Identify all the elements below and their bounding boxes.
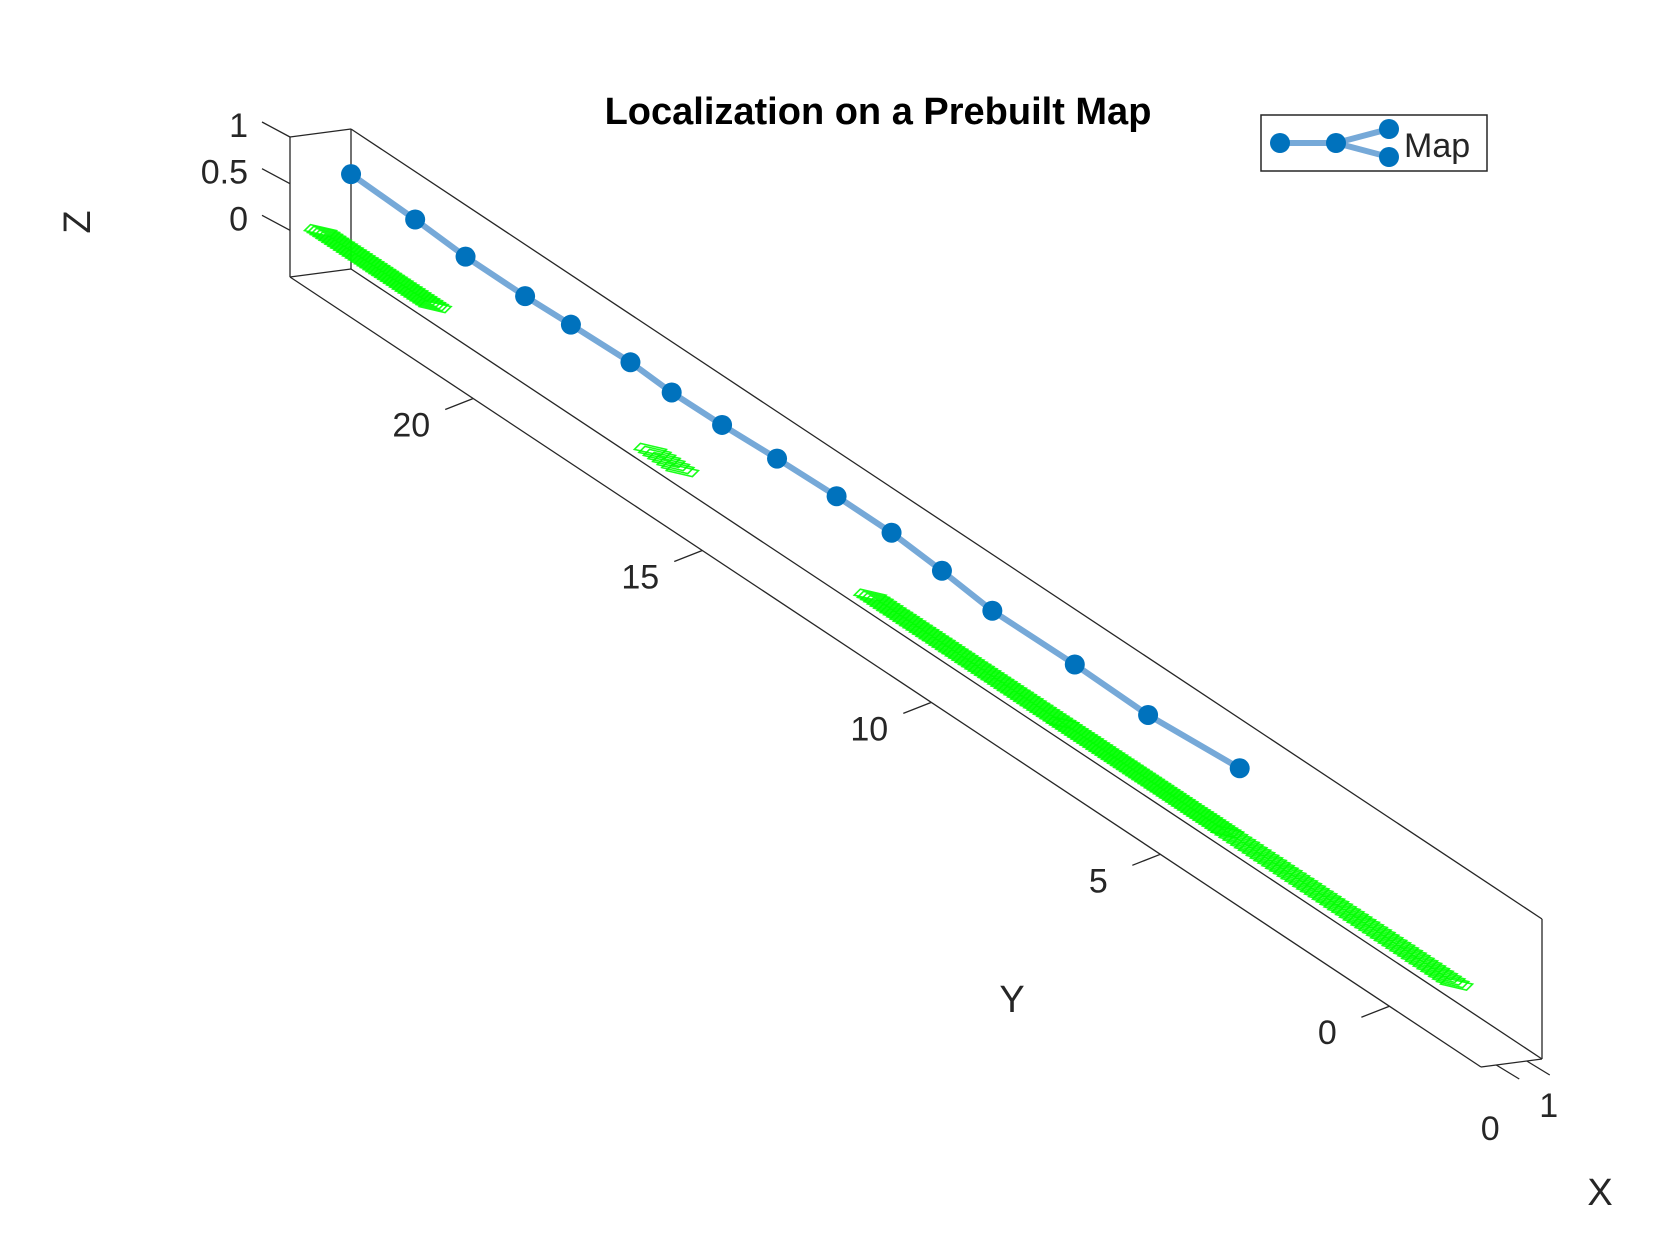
camera-pose: [632, 442, 668, 457]
camera-pose: [1299, 884, 1335, 899]
map-edge: [1071, 661, 1152, 718]
y-tick-label: 0: [1318, 1014, 1337, 1052]
camera-pose: [1361, 925, 1397, 940]
map-edge: [1145, 711, 1243, 772]
y-tick: [1361, 1005, 1390, 1018]
box-edge: [289, 276, 1482, 1068]
y-tick-label: 15: [621, 558, 659, 596]
camera-pose: [1376, 936, 1413, 950]
camera-pose-series: [302, 223, 1475, 991]
map-edge: [462, 253, 529, 300]
map-node: [515, 286, 536, 307]
map-series: [341, 164, 1250, 779]
map-node: [341, 164, 362, 185]
camera-pose: [302, 223, 339, 238]
box-edge: [350, 268, 1543, 1060]
map-node: [620, 352, 641, 373]
map-edge: [412, 216, 469, 260]
camera-pose: [1252, 853, 1288, 868]
map-node: [767, 448, 788, 469]
box-edge: [1480, 1058, 1543, 1068]
map-edge: [567, 321, 634, 366]
z-tick-label: 0.5: [201, 154, 248, 192]
camera-pose: [1392, 946, 1428, 961]
z-tick-label: 0: [229, 200, 248, 238]
map-node: [881, 522, 902, 543]
axes-box: [289, 128, 1543, 1068]
camera-pose: [1221, 833, 1257, 847]
map-node: [982, 600, 1003, 621]
z-tick-label: 1: [229, 107, 248, 145]
x-tick: [1495, 1064, 1520, 1080]
camera-pose: [855, 590, 892, 605]
camera-pose: [852, 588, 888, 603]
box-edge: [289, 268, 352, 278]
x-tick: [1526, 1060, 1551, 1076]
legend-map-icon: [1270, 119, 1399, 167]
map-edge: [938, 567, 996, 614]
y-tick: [674, 549, 703, 563]
camera-pose: [1423, 966, 1459, 981]
map-node: [661, 382, 682, 403]
y-tick: [1132, 853, 1161, 866]
map-node: [1138, 704, 1159, 725]
z-axis-label: Z: [57, 210, 99, 233]
x-axis-label: X: [1587, 1172, 1612, 1214]
map-edge: [719, 421, 781, 462]
map-node: [1229, 758, 1250, 779]
map-edge: [774, 455, 840, 500]
map-edge: [833, 493, 895, 536]
box-edge: [289, 128, 352, 138]
map-node: [931, 560, 952, 581]
x-tick-label: 0: [1481, 1110, 1500, 1148]
map-node: [405, 209, 426, 230]
camera-pose: [1330, 905, 1366, 919]
map-node: [826, 486, 847, 507]
z-tick: [261, 121, 291, 138]
map-node: [455, 246, 476, 267]
camera-pose: [1237, 843, 1273, 858]
map-edge: [989, 607, 1078, 668]
z-tick: [261, 214, 291, 231]
camera-pose: [1268, 863, 1304, 878]
camera-pose: [1283, 874, 1319, 888]
camera-pose: [1314, 894, 1350, 909]
y-axis-label: Y: [999, 979, 1024, 1021]
map-edge: [888, 529, 945, 574]
map-node: [712, 414, 733, 435]
camera-pose: [1345, 915, 1381, 930]
camera-pose: [1439, 977, 1475, 991]
map-node: [1064, 654, 1085, 675]
camera-pose: [305, 225, 342, 240]
map-node: [560, 314, 581, 335]
y-tick: [903, 701, 932, 714]
legend[interactable]: Map: [1260, 114, 1488, 172]
box-edge: [350, 128, 1543, 920]
y-tick-label: 20: [392, 407, 430, 445]
y-tick-label: 10: [850, 710, 888, 748]
legend-entry-map: Map: [1404, 127, 1470, 165]
chart-title: Localization on a Prebuilt Map: [605, 91, 1152, 133]
axis-ticks: [261, 121, 1551, 1080]
z-tick: [261, 168, 291, 185]
map-edge: [348, 171, 419, 223]
y-tick: [444, 397, 474, 411]
x-tick-label: 1: [1539, 1087, 1558, 1125]
camera-pose: [1407, 956, 1444, 971]
y-tick-label: 5: [1089, 862, 1108, 900]
